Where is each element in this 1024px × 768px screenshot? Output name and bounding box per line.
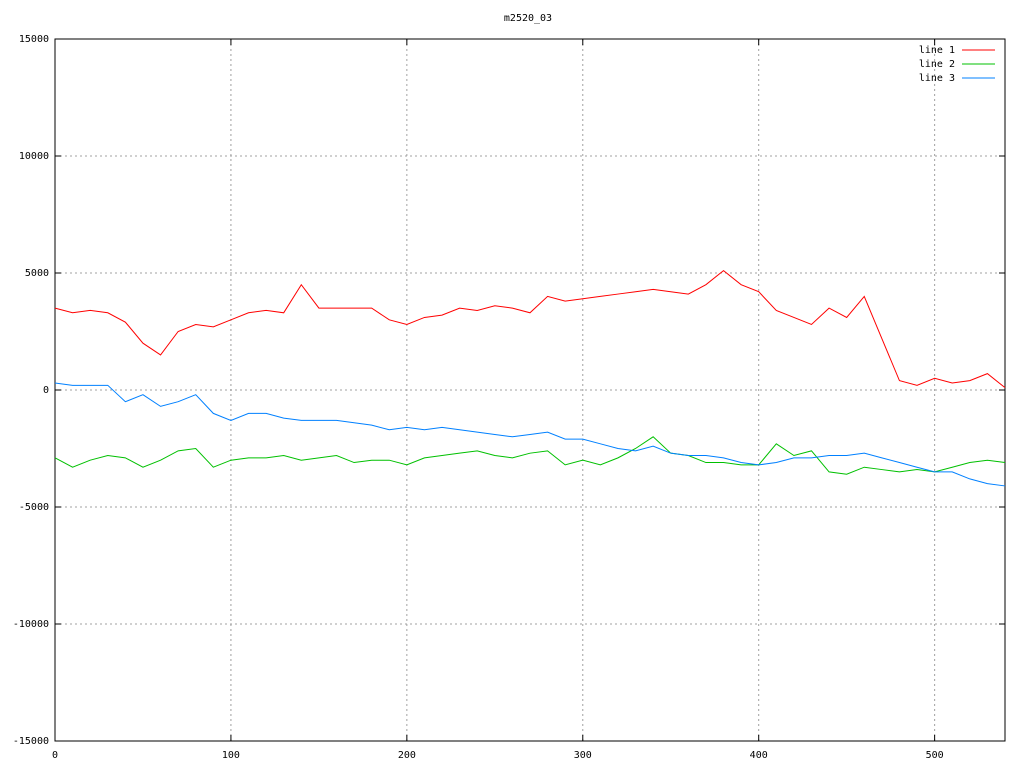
x-tick-label: 500 <box>926 750 944 761</box>
y-tick-label: -15000 <box>13 736 49 747</box>
y-tick-label: 0 <box>43 385 49 396</box>
y-tick-label: 10000 <box>19 151 49 162</box>
y-tick-label: 15000 <box>19 34 49 45</box>
legend-label: line 3 <box>919 73 955 84</box>
x-tick-label: 200 <box>398 750 416 761</box>
plot-frame <box>54 38 1006 742</box>
legend-label: line 2 <box>919 59 955 70</box>
y-tick-label: 5000 <box>25 268 49 279</box>
data-line <box>54 382 1006 487</box>
x-tick-label: 100 <box>222 750 240 761</box>
x-tick-label: 0 <box>52 750 58 761</box>
y-tick-label: -5000 <box>19 502 49 513</box>
chart-title: m2520_03 <box>504 13 552 24</box>
x-tick-label: 400 <box>750 750 768 761</box>
x-tick-label: 300 <box>574 750 592 761</box>
data-line <box>54 270 1006 389</box>
legend-label: line 1 <box>919 45 955 56</box>
data-line <box>54 436 1006 475</box>
y-tick-label: -10000 <box>13 619 49 630</box>
